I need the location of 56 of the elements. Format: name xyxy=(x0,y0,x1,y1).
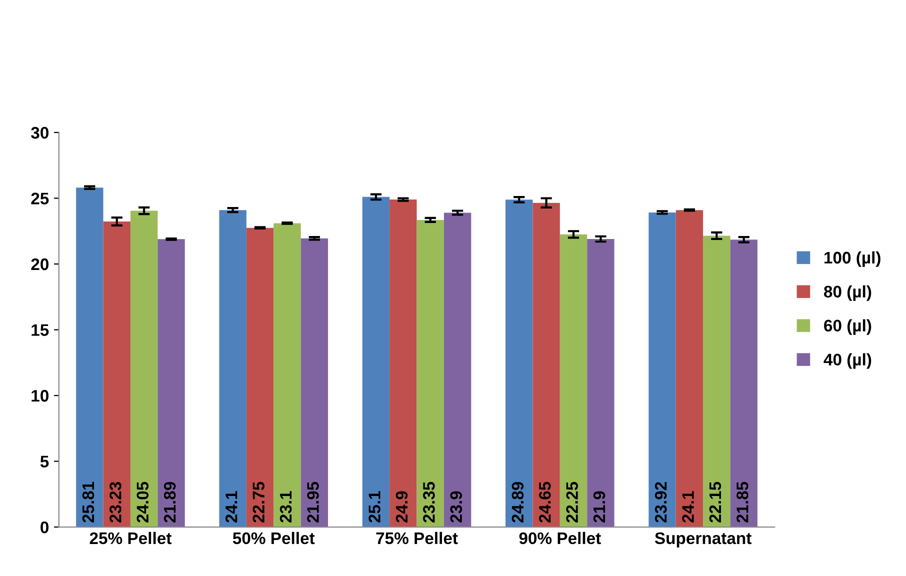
bar xyxy=(730,240,758,528)
bar xyxy=(648,212,676,528)
x-tick-label: Supernatant xyxy=(654,532,752,548)
data-label: 23.35 xyxy=(423,482,435,523)
y-tick-label: 30 xyxy=(31,126,48,139)
data-label: 22.15 xyxy=(709,482,722,523)
bar xyxy=(506,200,533,528)
x-tick-label: 25% Pellet xyxy=(90,532,172,544)
legend-label: 100 (µl) xyxy=(824,251,880,267)
data-label: 23.1 xyxy=(280,491,292,523)
bar xyxy=(76,188,104,528)
data-label: 21.85 xyxy=(736,482,748,523)
y-tick-label: 25 xyxy=(31,192,49,204)
bar xyxy=(390,200,417,528)
data-label: 23.92 xyxy=(654,482,667,523)
bar xyxy=(587,239,614,528)
data-label: 21.9 xyxy=(593,491,606,523)
data-label: 24.1 xyxy=(682,491,694,523)
data-label: 25.81 xyxy=(82,482,94,523)
data-label: 24.89 xyxy=(512,482,524,523)
bar xyxy=(532,202,560,528)
data-label: 22.75 xyxy=(252,482,264,523)
data-label: 24.1 xyxy=(225,491,238,523)
x-tick-label: 50% Pellet xyxy=(232,532,315,544)
data-label: 24.65 xyxy=(538,482,551,523)
bar xyxy=(103,222,130,528)
data-label: 23.9 xyxy=(450,491,462,523)
bar xyxy=(560,234,588,528)
bar xyxy=(676,210,704,528)
bar xyxy=(362,196,390,528)
y-tick-label: 20 xyxy=(31,258,48,270)
y-tick-label: 15 xyxy=(32,324,49,336)
bar xyxy=(130,210,158,528)
bar xyxy=(158,239,185,528)
x-tick-label: 90% Pellet xyxy=(519,532,601,544)
bar xyxy=(444,212,472,528)
x-tick-label: 75% Pellet xyxy=(376,532,458,544)
legend-label: 60 (µl) xyxy=(824,319,872,335)
data-label: 25.1 xyxy=(368,491,380,523)
data-label: 23.23 xyxy=(110,482,122,523)
bar xyxy=(703,236,730,528)
y-tick-label: 0 xyxy=(40,521,48,534)
bar xyxy=(300,238,328,528)
data-label: 21.89 xyxy=(164,482,176,523)
data-label: 24.9 xyxy=(396,491,408,523)
legend-label: 80 (µl) xyxy=(824,285,872,301)
legend-label: 40 (µl) xyxy=(824,353,872,369)
data-label: 24.05 xyxy=(136,482,149,523)
data-label: 22.25 xyxy=(566,482,578,523)
y-tick-label: 10 xyxy=(32,390,48,402)
bar xyxy=(219,210,246,528)
y-tick-label: 5 xyxy=(40,456,49,468)
bar xyxy=(246,228,274,528)
bar xyxy=(416,220,444,528)
data-label: 21.95 xyxy=(307,482,319,523)
bar xyxy=(274,223,301,528)
